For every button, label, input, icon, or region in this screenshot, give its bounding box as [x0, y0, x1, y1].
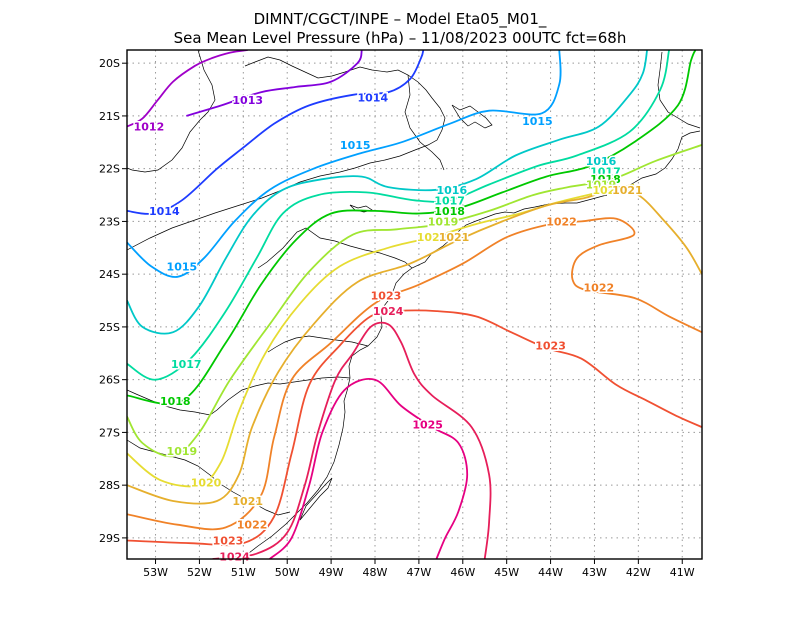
isobar-label-1024: 1024 [373, 305, 404, 318]
y-tick-label: 26S [99, 374, 120, 387]
isobar-label-1017: 1017 [590, 165, 621, 178]
isobar-label-1015: 1015 [340, 139, 371, 152]
isobar-label-1018: 1018 [434, 205, 465, 218]
isobar-1013 [186, 50, 363, 117]
y-tick-label: 21S [99, 110, 120, 123]
y-tick-label: 27S [99, 426, 120, 439]
x-tick-label: 50W [275, 566, 300, 579]
isobar-label-1021: 1021 [612, 184, 643, 197]
isobar-label-1016: 1016 [436, 184, 467, 197]
x-tick-label: 41W [670, 566, 695, 579]
isobar-label-1016: 1016 [586, 155, 617, 168]
isobar-label-1018: 1018 [160, 395, 191, 408]
x-tick-label: 43W [582, 566, 607, 579]
x-tick-label: 44W [538, 566, 563, 579]
isobar-label-1015: 1015 [522, 115, 553, 128]
x-tick-label: 46W [450, 566, 475, 579]
axis-ticks: 53W 52W 51W 50W 49W 48W 47W 46W 45W 44W 43W 42W 41W 2… [99, 57, 695, 579]
x-tick-label: 49W [319, 566, 344, 579]
isobar-label-1021: 1021 [232, 495, 263, 508]
isobar-label-1015: 1015 [167, 260, 198, 273]
y-tick-label: 29S [99, 532, 120, 545]
isobar-1018 [127, 50, 697, 405]
isobar-label-1021: 1021 [439, 231, 470, 244]
y-tick-label: 22S [99, 163, 120, 176]
isobar-label-1023: 1023 [535, 339, 566, 352]
isobar-label-1022: 1022 [237, 519, 268, 532]
isobar-1016 [127, 50, 648, 335]
isobar-label-1024: 1024 [219, 550, 250, 563]
y-tick-label: 24S [99, 268, 120, 281]
isobar-label-1023: 1023 [213, 535, 244, 548]
isobar-1022 [127, 217, 702, 531]
chart-title-line2: Sea Mean Level Pressure (hPa) – 11/08/20… [174, 29, 627, 47]
state-border [127, 56, 446, 251]
y-tick-label: 20S [99, 57, 120, 70]
isobar-label-1014: 1014 [149, 205, 180, 218]
x-tick-label: 53W [143, 566, 168, 579]
isobar-1024 [212, 321, 492, 559]
lagoon [299, 477, 333, 521]
gridlines [127, 50, 702, 559]
reservoir [451, 104, 493, 129]
coastline [239, 130, 701, 559]
isobar-1019 [127, 144, 702, 458]
isobar-label-1022: 1022 [546, 215, 577, 228]
plot-frame [126, 49, 703, 560]
x-tick-label: 51W [231, 566, 256, 579]
isobar-label-1017: 1017 [434, 194, 465, 207]
chart-title-line1: DIMNT/CGCT/INPE – Model Eta05_M01_ [254, 10, 547, 29]
y-tick-label: 28S [99, 479, 120, 492]
state-border [267, 335, 369, 353]
isobar-label-1014: 1014 [357, 91, 388, 104]
x-tick-label: 42W [626, 566, 651, 579]
state-border [257, 227, 413, 269]
y-tick-label: 23S [99, 215, 120, 228]
y-tick-label: 25S [99, 321, 120, 334]
isobar-1015 [127, 50, 562, 278]
state-border [127, 376, 351, 416]
isobar-1014 [127, 50, 425, 215]
coastline-southeast [657, 51, 701, 129]
isobar-label-1022: 1022 [584, 281, 615, 294]
isobar-label-1025: 1025 [412, 418, 443, 431]
isobar-label-1020: 1020 [417, 231, 448, 244]
isobars [127, 50, 702, 559]
isobar-1012 [127, 50, 248, 128]
x-tick-label: 45W [494, 566, 519, 579]
coastline-borders [127, 50, 701, 559]
isobar-label-1013: 1013 [232, 94, 263, 107]
isobar-labels: 1012101310141014101510151015101610161017… [132, 90, 644, 565]
isobar-label-1018: 1018 [590, 173, 621, 186]
isobar-label-1017: 1017 [171, 358, 202, 371]
isobar-1017 [127, 50, 670, 381]
isobar-label-1012: 1012 [134, 120, 165, 133]
isobar-label-1023: 1023 [371, 289, 402, 302]
isobar-label-1020: 1020 [191, 477, 222, 490]
state-border [127, 50, 216, 173]
isobar-label-1019: 1019 [428, 215, 459, 228]
x-tick-label: 47W [406, 566, 431, 579]
isobar-1021 [127, 188, 702, 505]
x-tick-label: 48W [363, 566, 388, 579]
isobar-label-1020: 1020 [592, 184, 623, 197]
state-border [404, 74, 445, 171]
x-tick-label: 52W [187, 566, 212, 579]
isobar-label-1019: 1019 [167, 445, 198, 458]
isobar-1023 [127, 309, 702, 547]
isobar-1025 [269, 378, 469, 559]
isobar-label-1019: 1019 [586, 179, 617, 192]
